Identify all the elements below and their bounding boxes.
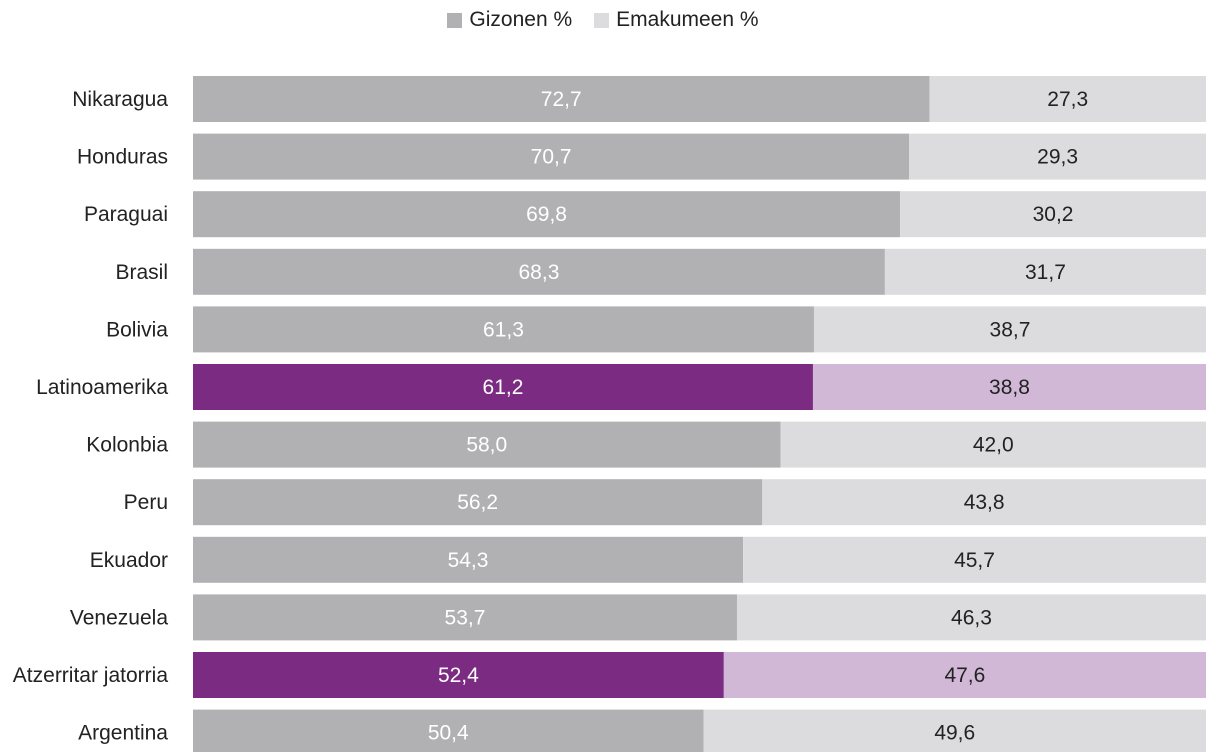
data-label-women: 46,3 (951, 606, 992, 629)
bar-women (909, 133, 1206, 180)
bar-women (900, 191, 1206, 238)
data-label-men: 72,7 (541, 88, 582, 111)
data-label-women: 29,3 (1037, 146, 1078, 169)
legend-item-men: Gizonen % (447, 8, 572, 32)
data-label-men: 54,3 (448, 549, 489, 572)
bar-men (193, 709, 704, 752)
bar-men (193, 133, 910, 180)
data-label-men: 50,4 (428, 722, 469, 745)
bar-men (193, 479, 763, 526)
bar-women (812, 364, 1206, 410)
bar-men (193, 421, 781, 468)
data-label-women: 38,7 (990, 318, 1031, 341)
bar-women (723, 652, 1206, 698)
legend-swatch-women (594, 12, 610, 28)
data-label-men: 53,7 (445, 606, 486, 629)
data-label-men: 61,2 (483, 376, 524, 399)
data-label-women: 31,7 (1025, 261, 1066, 284)
category-label: Honduras (77, 146, 168, 169)
bar-men (193, 248, 885, 295)
bar-women (813, 306, 1206, 353)
bar-men (193, 594, 737, 641)
category-label: Ekuador (90, 549, 168, 572)
data-label-men: 70,7 (531, 146, 572, 169)
bar-men (193, 536, 744, 583)
category-label: Kolonbia (86, 434, 168, 457)
bar-women (929, 76, 1206, 122)
bar-women (736, 594, 1206, 641)
data-label-men: 69,8 (526, 203, 567, 226)
legend-label-women: Emakumeen % (616, 8, 759, 31)
data-label-men: 52,4 (438, 664, 479, 687)
legend-swatch-men (447, 12, 463, 28)
data-label-men: 61,3 (483, 318, 524, 341)
data-label-women: 43,8 (964, 491, 1005, 514)
category-label: Argentina (78, 722, 168, 745)
bar-women (743, 536, 1206, 583)
category-label: Paraguai (84, 203, 168, 226)
legend-item-women: Emakumeen % (594, 8, 759, 32)
category-label: Nikaragua (72, 88, 168, 111)
bar-men (193, 306, 814, 353)
legend-label-men: Gizonen % (469, 8, 573, 31)
bar-women (703, 709, 1206, 752)
data-label-women: 47,6 (944, 664, 985, 687)
bar-men (193, 191, 901, 238)
category-label: Brasil (115, 261, 168, 284)
data-label-women: 38,8 (989, 376, 1030, 399)
bar-men (193, 76, 930, 122)
bar-women (762, 479, 1206, 526)
legend: Gizonen % Emakumeen % (0, 8, 1206, 32)
data-label-women: 27,3 (1047, 88, 1088, 111)
category-label: Atzerritar jatorria (13, 664, 169, 687)
data-label-women: 45,7 (954, 549, 995, 572)
bar-men (193, 364, 813, 410)
bar-women (780, 421, 1206, 468)
category-label: Venezuela (70, 606, 168, 629)
category-label: Latinoamerika (36, 376, 168, 399)
data-label-men: 68,3 (519, 261, 560, 284)
category-label: Peru (124, 491, 168, 514)
bar-men (193, 652, 724, 698)
category-label: Bolivia (106, 318, 168, 341)
data-label-women: 42,0 (973, 434, 1014, 457)
data-label-women: 30,2 (1033, 203, 1074, 226)
data-label-women: 49,6 (934, 722, 975, 745)
bar-women (884, 248, 1206, 295)
data-label-men: 56,2 (457, 491, 498, 514)
data-label-men: 58,0 (466, 434, 507, 457)
